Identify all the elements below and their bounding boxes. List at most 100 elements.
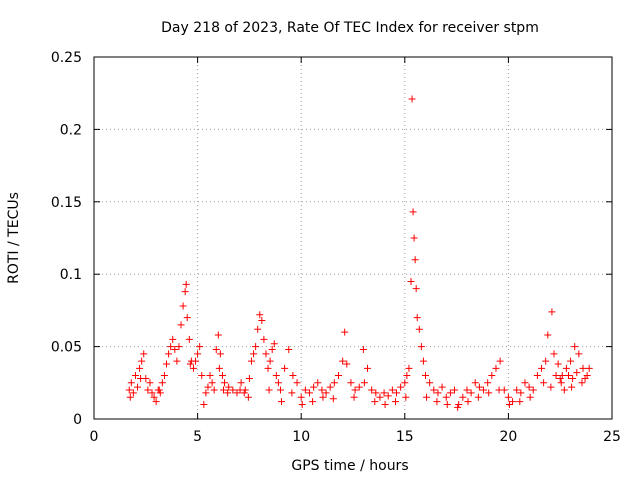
data-point bbox=[463, 386, 471, 394]
data-point bbox=[158, 379, 166, 387]
data-point bbox=[397, 383, 405, 391]
data-point bbox=[562, 364, 570, 372]
data-point bbox=[548, 308, 556, 316]
data-point bbox=[272, 372, 280, 380]
data-point bbox=[182, 280, 190, 288]
data-point bbox=[314, 379, 322, 387]
x-tick-label: 0 bbox=[90, 429, 99, 445]
data-point bbox=[509, 398, 517, 406]
data-point bbox=[298, 401, 306, 409]
data-point bbox=[474, 393, 482, 401]
data-point bbox=[371, 398, 379, 406]
data-point bbox=[408, 95, 416, 103]
data-point bbox=[236, 386, 244, 394]
data-point bbox=[485, 389, 493, 397]
data-point bbox=[423, 393, 431, 401]
plot-frame bbox=[93, 56, 613, 420]
data-point bbox=[446, 389, 454, 397]
data-point bbox=[247, 357, 255, 365]
data-point bbox=[364, 364, 372, 372]
data-point bbox=[413, 314, 421, 322]
data-point bbox=[208, 379, 216, 387]
data-point bbox=[339, 357, 347, 365]
data-point bbox=[380, 389, 388, 397]
data-point bbox=[484, 379, 492, 387]
data-point bbox=[513, 386, 521, 394]
data-point bbox=[126, 393, 134, 401]
data-point bbox=[403, 372, 411, 380]
data-point bbox=[567, 357, 575, 365]
tick-layer: 0 5 10 15 20 25 0 0.05 0.1 0.15 0.2 0.25 bbox=[51, 50, 621, 445]
data-point bbox=[351, 386, 359, 394]
data-point bbox=[564, 372, 572, 380]
data-point bbox=[388, 386, 396, 394]
data-point bbox=[544, 331, 552, 339]
data-point bbox=[581, 374, 589, 382]
data-point bbox=[368, 386, 376, 394]
data-point bbox=[220, 386, 227, 394]
data-point bbox=[256, 311, 264, 319]
data-point bbox=[451, 386, 459, 394]
data-point bbox=[258, 317, 266, 325]
data-point bbox=[542, 357, 550, 365]
data-point bbox=[224, 389, 232, 397]
data-point bbox=[319, 393, 327, 401]
data-point bbox=[480, 386, 488, 394]
data-point bbox=[204, 383, 212, 391]
data-point bbox=[181, 288, 189, 296]
data-point bbox=[568, 383, 576, 391]
data-point bbox=[289, 372, 297, 380]
data-point bbox=[297, 393, 305, 401]
data-point bbox=[202, 389, 210, 397]
data-point bbox=[585, 364, 593, 372]
data-point bbox=[179, 302, 187, 310]
data-point bbox=[301, 386, 309, 394]
data-point bbox=[442, 393, 450, 401]
data-point bbox=[560, 386, 568, 394]
x-tick-label: 20 bbox=[499, 429, 517, 445]
data-point bbox=[136, 364, 144, 372]
data-point bbox=[438, 383, 446, 391]
data-point bbox=[305, 389, 313, 397]
data-point bbox=[198, 372, 206, 380]
data-point bbox=[381, 401, 389, 409]
data-point bbox=[155, 386, 163, 394]
data-point bbox=[281, 364, 289, 372]
data-point bbox=[540, 379, 548, 387]
data-point bbox=[185, 335, 193, 343]
grid-layer bbox=[94, 57, 612, 419]
data-point bbox=[550, 350, 558, 358]
data-point bbox=[127, 379, 135, 387]
data-point bbox=[496, 357, 504, 365]
data-point bbox=[464, 398, 472, 406]
data-point bbox=[138, 357, 146, 365]
data-point bbox=[405, 364, 413, 372]
data-point bbox=[206, 372, 214, 380]
data-point bbox=[343, 360, 351, 368]
data-point bbox=[334, 372, 342, 380]
data-point bbox=[148, 389, 156, 397]
x-tick-label: 10 bbox=[292, 429, 310, 445]
data-point bbox=[459, 393, 467, 401]
data-point bbox=[252, 343, 260, 351]
data-point bbox=[134, 383, 142, 391]
data-point bbox=[417, 343, 425, 351]
data-point bbox=[579, 364, 587, 372]
data-point bbox=[237, 379, 245, 387]
data-point bbox=[274, 379, 282, 387]
data-point bbox=[156, 389, 164, 397]
data-point bbox=[341, 328, 349, 336]
data-point bbox=[125, 386, 133, 394]
data-point bbox=[521, 379, 529, 387]
data-point bbox=[407, 277, 415, 285]
data-point bbox=[214, 331, 222, 339]
data-point bbox=[393, 389, 401, 397]
data-point bbox=[167, 343, 175, 351]
data-point bbox=[177, 321, 185, 329]
data-point bbox=[401, 379, 409, 387]
data-point bbox=[186, 360, 194, 368]
y-tick-label: 0.05 bbox=[51, 340, 82, 356]
data-point bbox=[538, 364, 546, 372]
data-point bbox=[240, 389, 248, 397]
data-point bbox=[415, 325, 423, 333]
